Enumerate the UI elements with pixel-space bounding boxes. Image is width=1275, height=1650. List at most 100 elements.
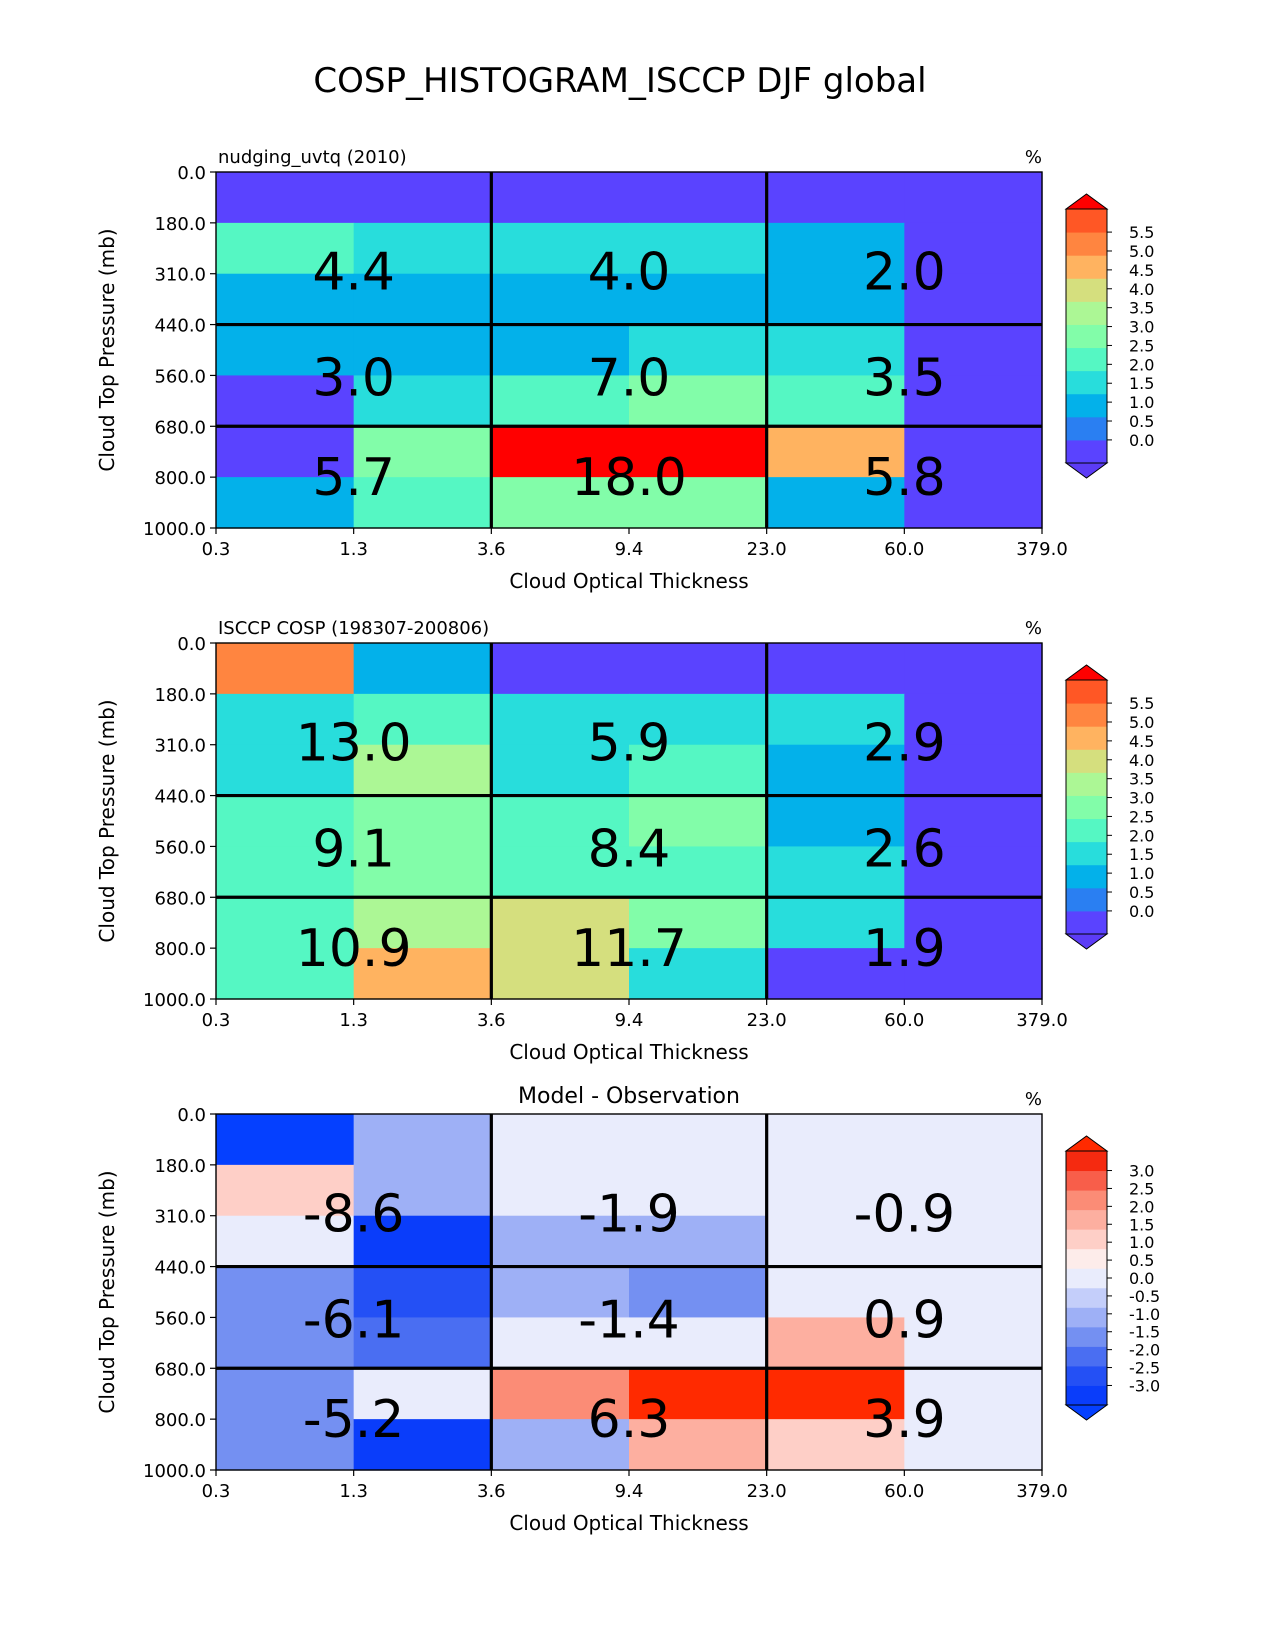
y-tick-label: 1000.0 xyxy=(143,1461,206,1482)
colorbar-segment xyxy=(1066,232,1107,256)
heatmap-cell xyxy=(216,273,355,326)
heatmap-cell xyxy=(216,172,355,224)
colorbar-tick-label: 0.0 xyxy=(1129,1269,1154,1288)
colorbar-frame xyxy=(1065,679,1108,935)
heatmap-cell xyxy=(629,273,768,326)
x-tick-label: 379.0 xyxy=(1016,539,1068,560)
heatmap-cell xyxy=(766,1317,905,1369)
colorbar-frame xyxy=(1065,208,1108,464)
box-value-label: 6.3 xyxy=(588,1390,671,1450)
heatmap-cell xyxy=(491,1114,630,1166)
heatmap-cell xyxy=(353,897,492,949)
colorbar-tick-label: -3.0 xyxy=(1129,1376,1160,1395)
box-value-label: 10.9 xyxy=(296,919,412,979)
x-tick-label: 23.0 xyxy=(747,1010,787,1031)
heatmap-cell xyxy=(766,1419,905,1471)
colorbar-segment xyxy=(1066,1287,1107,1308)
box-value-label: 3.0 xyxy=(312,348,395,408)
box-value-label: 9.1 xyxy=(312,819,395,879)
heatmap-cell xyxy=(766,1114,905,1166)
colorbar-tick-label: 1.0 xyxy=(1129,1233,1154,1252)
heatmap-cell xyxy=(904,643,1043,695)
heatmap-cell xyxy=(353,172,492,224)
colorbar-segment xyxy=(1066,1385,1107,1406)
heatmap-cell xyxy=(766,477,905,529)
heatmap-cell xyxy=(766,846,905,898)
box-value-label: 5.8 xyxy=(863,448,946,508)
colorbar-tick-label: 0.5 xyxy=(1129,1251,1154,1270)
x-axis-label: Cloud Optical Thickness xyxy=(509,569,748,593)
heatmap-cell xyxy=(904,273,1043,326)
x-tick-label: 379.0 xyxy=(1016,1481,1068,1502)
heatmap-cell xyxy=(216,1114,355,1166)
heatmap-cell xyxy=(904,897,1043,949)
y-tick-label: 310.0 xyxy=(154,1207,206,1228)
heatmap-cell xyxy=(904,1114,1043,1166)
x-tick-label: 1.3 xyxy=(339,1481,368,1502)
heatmap-cells xyxy=(216,172,1043,529)
heatmap-cell xyxy=(629,222,768,275)
heatmap-cell xyxy=(629,795,768,848)
heatmap-cell xyxy=(629,643,768,695)
x-tick-label: 23.0 xyxy=(747,539,787,560)
colorbar-tick-label: 5.5 xyxy=(1129,694,1154,713)
heatmap-cell xyxy=(216,426,355,478)
box-value-label: 7.0 xyxy=(588,348,671,408)
heatmap-cell xyxy=(491,846,630,898)
units-label: % xyxy=(1025,147,1042,168)
x-tick-label: 379.0 xyxy=(1016,1010,1068,1031)
colorbar-tick-label: 3.0 xyxy=(1129,789,1154,808)
x-tick-label: 9.4 xyxy=(615,539,644,560)
heatmap-cell xyxy=(629,324,768,377)
box-value-label: 13.0 xyxy=(296,714,412,774)
heatmap-cell xyxy=(629,1215,768,1268)
heatmap-cell xyxy=(216,643,355,695)
heatmap-cell xyxy=(766,273,905,326)
heatmap-cell xyxy=(766,948,905,1000)
heatmap-cell xyxy=(491,1164,630,1217)
colorbar-segment xyxy=(1066,703,1107,727)
heatmap-cell xyxy=(629,1266,768,1319)
colorbar-tick-label: -2.0 xyxy=(1129,1341,1160,1360)
colorbar-extend-min xyxy=(1064,933,1109,950)
heatmap-cell xyxy=(766,1164,905,1217)
panel-left-title: ISCCP COSP (198307-200806) xyxy=(218,618,489,639)
x-tick-label: 3.6 xyxy=(477,1010,506,1031)
heatmap-cell xyxy=(904,222,1043,275)
colorbar-segment xyxy=(1066,841,1107,866)
y-tick-label: 1000.0 xyxy=(143,990,206,1011)
heatmap-cell xyxy=(904,948,1043,1000)
heatmap-cell xyxy=(491,897,630,949)
y-axis-label: Cloud Top Pressure (mb) xyxy=(95,228,119,471)
heatmap-cell xyxy=(491,1368,630,1420)
heatmap-cells xyxy=(216,643,1043,1000)
colorbar-segment xyxy=(1066,1209,1107,1230)
colorbar-segment xyxy=(1066,301,1107,325)
colorbar-segment xyxy=(1066,1151,1107,1172)
y-tick-label: 800.0 xyxy=(154,468,206,489)
heatmap-cell xyxy=(766,324,905,377)
heatmap-cell xyxy=(353,1368,492,1420)
colorbar-segment xyxy=(1066,393,1107,418)
y-tick-label: 800.0 xyxy=(154,939,206,960)
heatmap-cell xyxy=(353,744,492,797)
x-tick-label: 1.3 xyxy=(339,1010,368,1031)
box-value-label: 4.4 xyxy=(312,243,395,303)
heatmap-cell xyxy=(766,1266,905,1319)
colorbar-segment xyxy=(1066,1365,1107,1386)
box-value-label: 0.9 xyxy=(863,1290,946,1350)
box-value-label: -1.9 xyxy=(578,1185,679,1245)
y-tick-label: 680.0 xyxy=(154,888,206,909)
colorbar: 0.00.51.01.52.02.53.03.54.04.55.05.5 xyxy=(1064,664,1154,950)
colorbar-segment xyxy=(1066,1268,1107,1289)
box-value-label: -6.1 xyxy=(303,1290,404,1350)
heatmap-panel: 13.0 5.9 2.9 9.1 8.4 2.6 10.9 11.7 1.9 0.3 1.3 3.6 9… xyxy=(95,618,1154,1064)
colorbar-segment xyxy=(1066,255,1107,279)
heatmap-cell xyxy=(353,375,492,427)
box-value-label: 1.9 xyxy=(863,919,946,979)
heatmap-cell xyxy=(766,1215,905,1268)
heatmap-cell xyxy=(216,1215,355,1268)
heatmap-cell xyxy=(216,1317,355,1369)
colorbar-segment xyxy=(1066,1229,1107,1250)
